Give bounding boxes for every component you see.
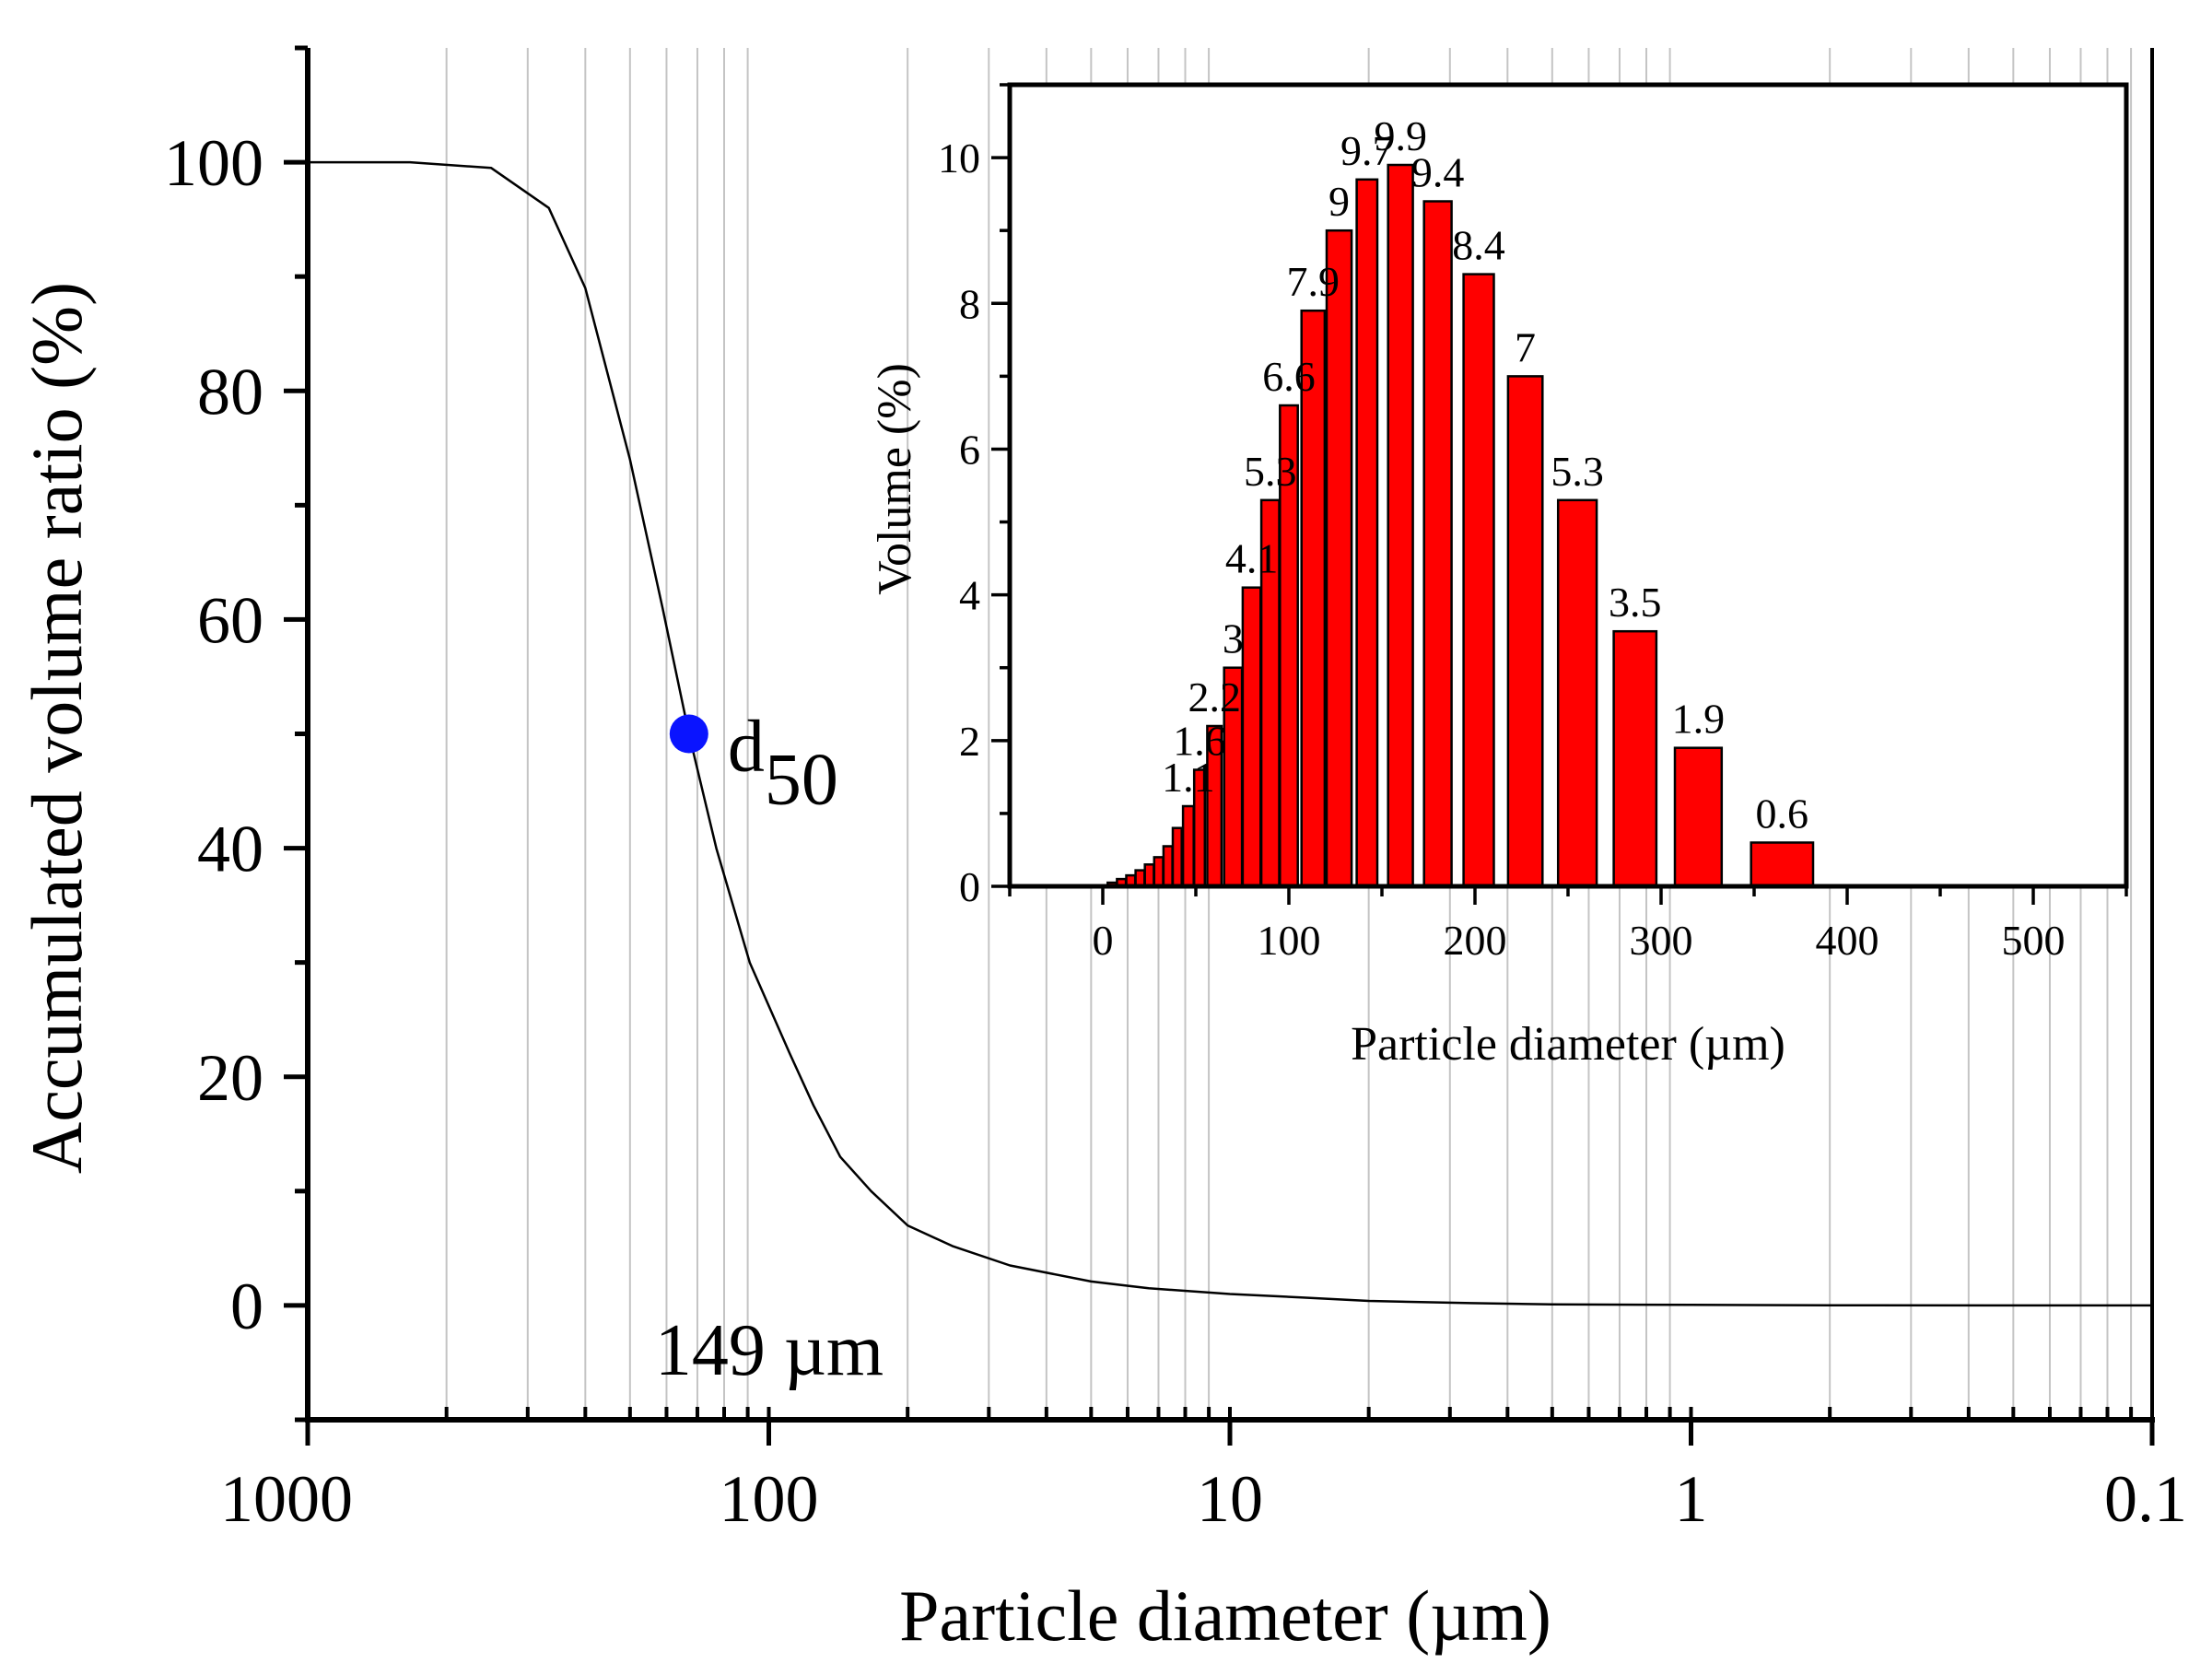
inset-y-tick-label: 8 <box>959 280 980 327</box>
inset-bar <box>1462 273 1495 888</box>
inset-x-tick-label: 400 <box>1816 917 1879 964</box>
inset-chart: 1.11.62.2 3 4.1 5.3 6.6 7.9 99.79.99.4 8.4 7 5.3 3… <box>869 82 2129 1071</box>
main-y-tick-label: 100 <box>164 126 263 200</box>
d50-value-annotation: 149 µm <box>655 1310 884 1391</box>
inset-y-tick-label: 6 <box>959 426 980 473</box>
d50-label-subscript: 50 <box>765 740 838 821</box>
inset-bar-label: 9.4 <box>1411 149 1465 196</box>
main-y-tick-label: 80 <box>197 355 263 428</box>
inset-bar <box>1300 309 1327 888</box>
inset-x-tick-label: 500 <box>2002 917 2066 964</box>
inset-bar-label: 1.9 <box>1672 696 1726 743</box>
inset-bar-label: 7 <box>1515 323 1536 370</box>
inset-bar-label: 6.6 <box>1262 353 1316 400</box>
inset-bar <box>1387 163 1414 888</box>
inset-bar <box>1241 586 1262 888</box>
main-y-tick-label: 60 <box>197 583 263 657</box>
inset-bar-label: 0.6 <box>1756 791 1809 837</box>
inset-bar <box>1673 746 1724 888</box>
inset-bar-label: 9 <box>1328 178 1350 225</box>
inset-tick-labels: 0 100 200 300 400 500 0 2 4 6 8 10 <box>938 135 2066 964</box>
inset-bar <box>1162 845 1174 888</box>
inset-bar <box>1422 200 1453 888</box>
inset-bar <box>1134 869 1146 888</box>
inset-bar-label: 2.2 <box>1188 673 1241 720</box>
inset-bar <box>1325 228 1353 888</box>
inset-bar <box>1506 375 1544 888</box>
inset-bar-label: 1.6 <box>1173 718 1226 765</box>
d50-label-main: d <box>728 707 765 788</box>
main-x-tick-label: 0.1 <box>2104 1462 2187 1536</box>
inset-bar-label: 5.3 <box>1551 448 1604 495</box>
inset-y-axis-title: Volume (%) <box>869 363 921 595</box>
inset-bar-label: 9.9 <box>1374 112 1427 159</box>
inset-bar-label: 1.1 <box>1162 754 1215 801</box>
inset-bar <box>1750 841 1815 888</box>
inset-bar <box>1556 498 1598 888</box>
main-y-tick-label: 20 <box>197 1041 263 1115</box>
inset-y-tick-label: 4 <box>959 572 980 619</box>
d50-marker <box>669 714 708 754</box>
inset-bar-label: 8.4 <box>1452 222 1505 269</box>
inset-bar <box>1355 178 1379 888</box>
inset-bar <box>1143 863 1155 888</box>
inset-x-tick-label: 300 <box>1630 917 1693 964</box>
inset-bar-label: 3 <box>1223 615 1244 662</box>
inset-bar-label: 7.9 <box>1287 258 1340 305</box>
main-ticks <box>284 45 2155 1446</box>
cumulative-volume-line <box>308 160 2152 1307</box>
inset-bar-label: 3.5 <box>1609 579 1662 626</box>
main-y-tick-label: 40 <box>197 813 263 886</box>
main-x-tick-label: 1000 <box>220 1462 353 1536</box>
inset-y-tick-label: 0 <box>959 863 980 910</box>
main-y-axis-title: Accumulated volume ratio (%) <box>17 282 97 1174</box>
main-x-tick-label: 10 <box>1197 1462 1263 1536</box>
inset-y-tick-label: 2 <box>959 718 980 765</box>
inset-x-tick-label: 100 <box>1258 917 1321 964</box>
inset-bar-labels: 1.11.62.2 3 4.1 5.3 6.6 7.9 99.79.99.4 8.4 7 5.3 3… <box>1162 112 1808 837</box>
main-x-axis-title: Particle diameter (µm) <box>899 1575 1551 1656</box>
d50-label: d50 <box>728 707 838 821</box>
main-x-tick-label: 100 <box>720 1462 819 1536</box>
main-x-tick-label: 1 <box>1675 1462 1708 1536</box>
main-y-tick-label: 0 <box>230 1270 263 1343</box>
inset-x-tick-label: 0 <box>1093 917 1114 964</box>
main-curve <box>308 160 2152 1307</box>
inset-bar-label: 9.7 <box>1340 127 1394 174</box>
inset-y-tick-label: 10 <box>938 135 980 182</box>
inset-bar-label: 4.1 <box>1225 535 1279 582</box>
inset-ticks <box>991 83 2128 905</box>
inset-bar <box>1181 804 1195 888</box>
inset-x-axis-title: Particle diameter (µm) <box>1351 1018 1785 1071</box>
inset-x-tick-label: 200 <box>1444 917 1507 964</box>
inset-bar-label: 5.3 <box>1244 448 1297 495</box>
inset-bar <box>1171 826 1183 888</box>
inset-bar <box>1612 629 1658 888</box>
inset-bar <box>1153 856 1165 888</box>
